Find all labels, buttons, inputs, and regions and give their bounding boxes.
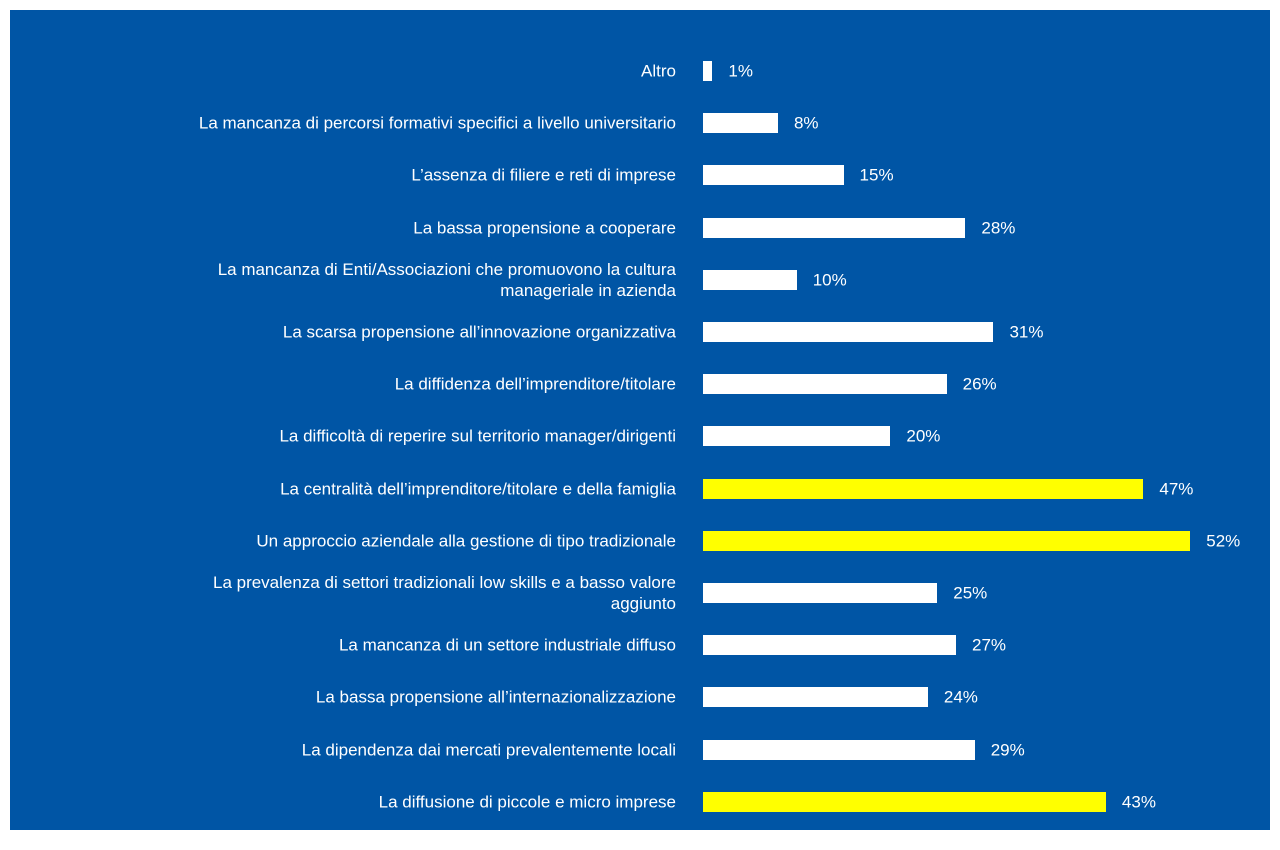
category-label: La mancanza di Enti/Associazioni che pro…: [217, 259, 676, 300]
value-label: 20%: [906, 426, 941, 446]
category-label: La diffusione di piccole e micro imprese: [378, 792, 676, 812]
value-label: 8%: [793, 113, 819, 133]
bar: [703, 269, 797, 290]
bar: [703, 739, 975, 760]
category-label: La mancanza di percorsi formativi specif…: [198, 113, 676, 133]
category-label: La difficoltà di reperire sul territorio…: [279, 426, 676, 446]
value-label: 24%: [943, 687, 978, 707]
category-label: La centralità dell’imprenditore/titolare…: [280, 479, 676, 499]
bar: [703, 165, 844, 186]
bar: [703, 583, 938, 603]
category-label: Un approccio aziendale alla gestione di …: [256, 531, 676, 551]
value-label: 47%: [1159, 479, 1194, 499]
category-label: La mancanza di un settore industriale di…: [338, 635, 676, 655]
bar: [703, 791, 1106, 812]
chart-panel: Altro 1% La mancanza di percorsi formativi…: [10, 10, 1270, 830]
bar: [703, 217, 966, 238]
category-label: La prevalenza di settori tradizionali lo…: [212, 573, 676, 613]
bar: [703, 530, 1191, 551]
category-label: La diffidenza dell’imprenditore/titolare: [394, 374, 676, 394]
category-label: Altro: [641, 61, 676, 81]
category-label: La dipendenza dai mercati prevalentement…: [301, 740, 676, 760]
bar: [703, 635, 956, 656]
bar: [703, 61, 713, 81]
bar: [703, 113, 778, 134]
value-label: 10%: [812, 270, 847, 290]
value-label: 1%: [728, 61, 753, 81]
value-label: 25%: [953, 583, 988, 603]
value-label: 26%: [962, 374, 997, 394]
value-label: 43%: [1121, 792, 1156, 812]
bar: [703, 478, 1144, 499]
value-label: 31%: [1009, 322, 1044, 342]
value-label: 29%: [990, 740, 1025, 760]
bar: [703, 687, 928, 708]
category-label: La bassa propensione a cooperare: [413, 218, 676, 238]
category-label: La bassa propensione all’internazionaliz…: [315, 687, 676, 707]
bar: [703, 374, 947, 395]
category-label: La scarsa propensione all’innovazione or…: [282, 322, 676, 342]
bar: [703, 322, 994, 342]
value-label: 52%: [1206, 531, 1241, 551]
category-label: L’assenza di filiere e reti di imprese: [411, 165, 676, 185]
value-label: 27%: [971, 635, 1007, 655]
value-label: 28%: [981, 218, 1016, 238]
value-label: 15%: [859, 165, 894, 185]
bar: [703, 426, 891, 447]
